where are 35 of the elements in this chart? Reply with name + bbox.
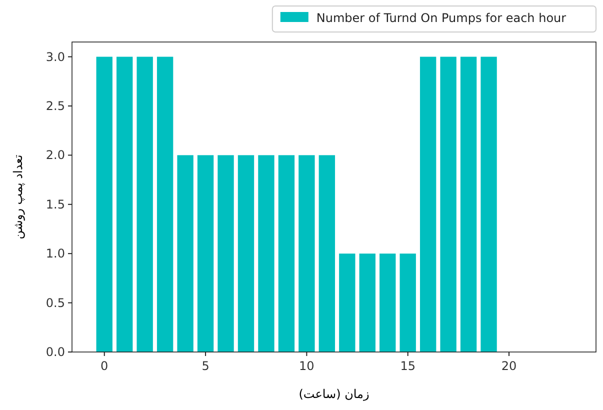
y-tick-label: 3.0 (46, 50, 65, 64)
x-tick-label: 10 (299, 359, 314, 373)
bar (136, 56, 153, 352)
x-tick-label: 0 (100, 359, 108, 373)
bar (96, 56, 112, 352)
bar (359, 254, 376, 352)
x-axis-title: زمان (ساعت) (298, 387, 370, 401)
bar (116, 56, 133, 352)
bar (460, 56, 477, 352)
bar (218, 155, 234, 352)
bar (298, 155, 315, 352)
bar (258, 155, 274, 352)
legend-label: Number of Turnd On Pumps for each hour (316, 11, 566, 25)
y-axis-title: تعداد پمپ روشن (11, 154, 25, 240)
y-tick-label: 0.0 (46, 345, 65, 359)
x-tick-label: 15 (400, 359, 416, 373)
bar (400, 254, 416, 352)
x-tick-label: 20 (501, 359, 517, 373)
bar (480, 56, 497, 352)
x-tick-label: 5 (202, 359, 210, 373)
y-tick-label: 2.5 (46, 98, 65, 113)
y-tick-label: 1.0 (46, 246, 65, 261)
bar (380, 254, 396, 352)
bar (318, 155, 336, 352)
y-tick-label: 2.0 (46, 148, 65, 162)
bar (440, 56, 456, 352)
bar (238, 155, 254, 352)
bar (278, 155, 295, 352)
bar (339, 254, 356, 352)
bar (156, 56, 174, 352)
bar (177, 155, 194, 352)
bar (420, 56, 436, 352)
bar (197, 155, 214, 352)
y-tick-label: 1.5 (46, 197, 65, 212)
y-tick-label: 0.5 (46, 296, 65, 310)
